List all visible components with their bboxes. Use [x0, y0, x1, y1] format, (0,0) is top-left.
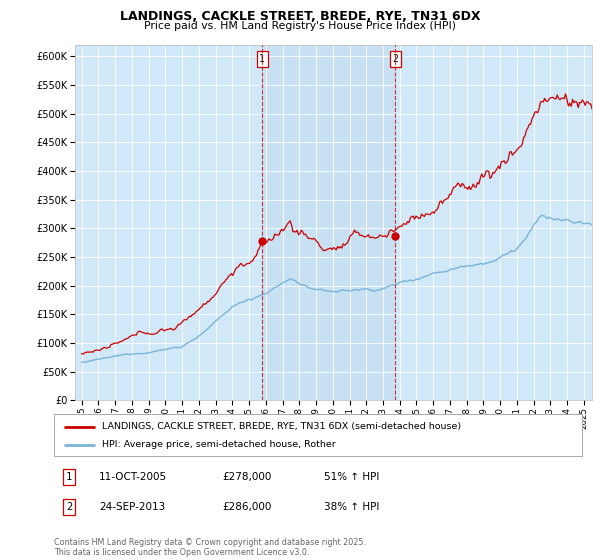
Text: 2: 2 — [392, 54, 398, 64]
Text: LANDINGS, CACKLE STREET, BREDE, RYE, TN31 6DX: LANDINGS, CACKLE STREET, BREDE, RYE, TN3… — [120, 10, 480, 22]
Bar — [262, 45, 395, 400]
Text: 51% ↑ HPI: 51% ↑ HPI — [324, 472, 379, 482]
Text: LANDINGS, CACKLE STREET, BREDE, RYE, TN31 6DX (semi-detached house): LANDINGS, CACKLE STREET, BREDE, RYE, TN3… — [101, 422, 461, 432]
Text: 11-OCT-2005: 11-OCT-2005 — [99, 472, 167, 482]
Text: 1: 1 — [259, 54, 265, 64]
Text: Price paid vs. HM Land Registry's House Price Index (HPI): Price paid vs. HM Land Registry's House … — [144, 21, 456, 31]
Text: 1: 1 — [66, 472, 72, 482]
Text: 2: 2 — [66, 502, 72, 512]
Text: Contains HM Land Registry data © Crown copyright and database right 2025.
This d: Contains HM Land Registry data © Crown c… — [54, 538, 366, 557]
Text: 24-SEP-2013: 24-SEP-2013 — [99, 502, 165, 512]
Text: 38% ↑ HPI: 38% ↑ HPI — [324, 502, 379, 512]
Text: £286,000: £286,000 — [222, 502, 271, 512]
Text: £278,000: £278,000 — [222, 472, 271, 482]
Text: HPI: Average price, semi-detached house, Rother: HPI: Average price, semi-detached house,… — [101, 440, 335, 449]
